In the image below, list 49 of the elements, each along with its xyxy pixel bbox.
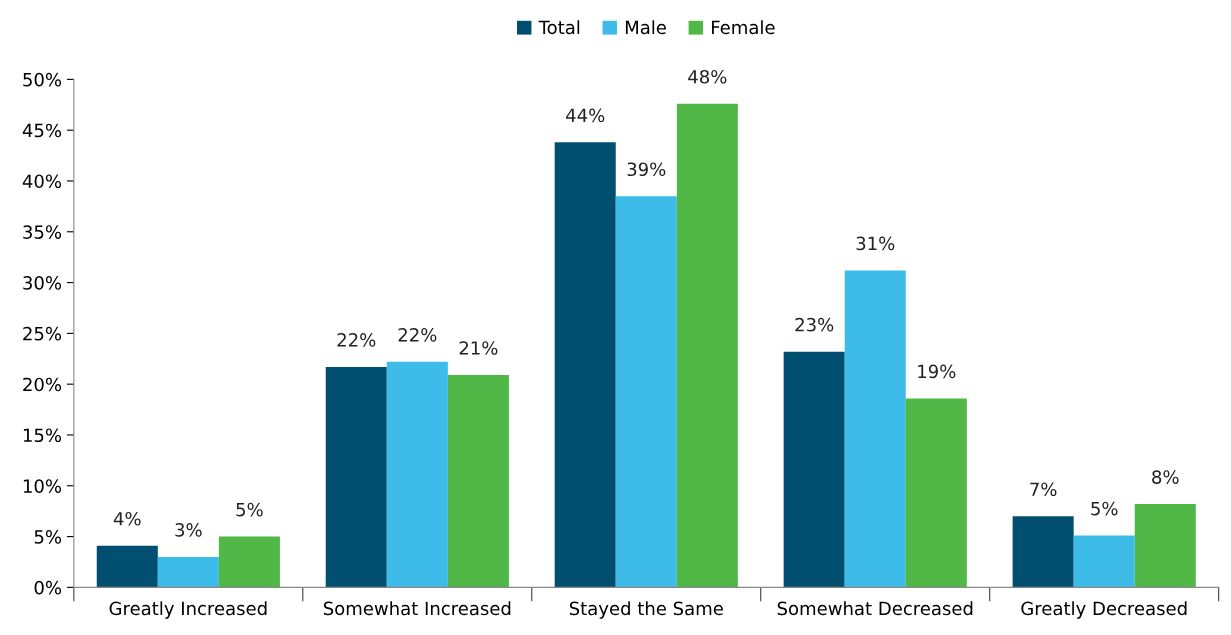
- data-label: 4%: [113, 511, 141, 526]
- data-label: 21%: [459, 341, 498, 355]
- bar: [554, 142, 616, 588]
- data-label: 23%: [795, 317, 834, 332]
- y-tick-label: 40%: [22, 174, 62, 189]
- bar: [676, 103, 738, 588]
- bar: [325, 366, 387, 588]
- data-label: 31%: [856, 236, 895, 251]
- data-label: 22%: [398, 328, 437, 342]
- bar: [905, 398, 967, 588]
- data-label: 5%: [236, 502, 263, 517]
- y-tick-label: 50%: [23, 72, 62, 87]
- bar: [844, 270, 906, 588]
- data-label: 7%: [1030, 482, 1057, 497]
- y-tick-label: 10%: [23, 479, 62, 493]
- data-label: 5%: [1091, 501, 1118, 516]
- x-tick-label: Greatly Increased: [109, 601, 267, 619]
- bar: [1073, 535, 1135, 588]
- y-tick-label: 35%: [23, 225, 62, 239]
- x-tick-label: Somewhat Decreased: [777, 601, 973, 616]
- y-tick-label: 25%: [23, 326, 62, 341]
- data-label: 48%: [688, 69, 727, 84]
- bar: [1134, 504, 1196, 588]
- x-tick-label: Somewhat Increased: [323, 601, 511, 616]
- y-tick-label: 5%: [34, 530, 62, 544]
- y-tick-label: 45%: [22, 123, 62, 138]
- bar: [447, 375, 509, 588]
- legend-label: Total: [538, 20, 580, 35]
- bar: [96, 545, 158, 588]
- y-tick-label: 15%: [23, 428, 62, 443]
- x-tick-label: Greatly Decreased: [1021, 601, 1187, 619]
- legend-label: Female: [712, 20, 775, 35]
- data-label: 44%: [566, 108, 605, 123]
- bar: [615, 196, 677, 588]
- data-label: 3%: [175, 523, 202, 537]
- y-tick-label: 0%: [34, 580, 62, 595]
- x-tick-label: Stayed the Same: [569, 601, 723, 619]
- bar: [783, 351, 845, 588]
- y-tick-label: 30%: [23, 276, 62, 290]
- data-label: 22%: [337, 333, 376, 347]
- bar: [386, 361, 448, 588]
- bar: [157, 556, 219, 588]
- y-tick-label: 20%: [23, 377, 62, 392]
- data-label: 19%: [918, 364, 956, 379]
- bar: [1012, 516, 1074, 588]
- bar: [218, 536, 280, 588]
- legend-label: Male: [625, 20, 666, 35]
- data-label: 8%: [1152, 470, 1179, 484]
- data-label: 39%: [627, 162, 666, 177]
